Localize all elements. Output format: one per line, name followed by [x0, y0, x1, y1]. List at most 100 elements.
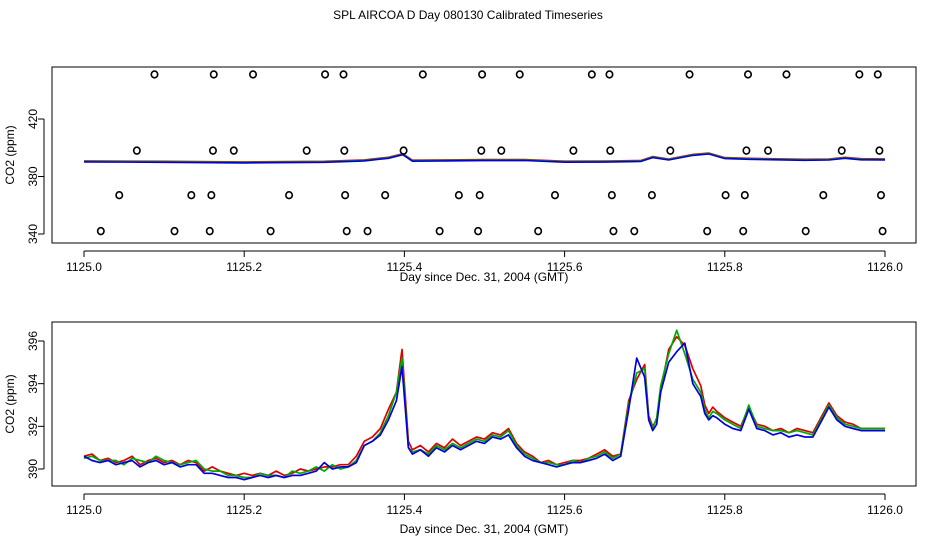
scatter-point	[837, 146, 846, 155]
y-tick-label: 392	[26, 416, 40, 436]
scatter-point	[266, 226, 275, 236]
x-tick-label: 1125.6	[547, 260, 583, 274]
scatter-point	[609, 226, 618, 236]
x-tick-label: 1125.6	[547, 503, 583, 517]
scatter-point	[739, 226, 748, 236]
scatter-point	[703, 226, 712, 236]
y-tick-label: 340	[26, 224, 40, 244]
scatter-point	[340, 146, 349, 155]
x-tick-label: 1125.8	[707, 260, 743, 274]
scatter-point	[873, 70, 882, 79]
scatter-point	[744, 70, 753, 79]
scatter-point	[342, 226, 351, 236]
scatter-point	[782, 70, 791, 79]
scatter-point	[764, 146, 773, 155]
x-tick-label: 1125.0	[66, 260, 102, 274]
scatter-point	[607, 190, 616, 200]
scatter-point	[339, 70, 348, 79]
scatter-point	[170, 226, 179, 236]
scatter-point	[150, 70, 159, 79]
scatter-point	[605, 70, 614, 79]
bottom-plot-frame	[51, 321, 917, 487]
top-y-axis: 340 380 420	[26, 109, 45, 244]
scatter-point	[321, 70, 330, 79]
scatter-point	[285, 190, 294, 200]
scatter-point	[819, 190, 828, 200]
scatter-point	[497, 146, 506, 155]
scatter-point	[341, 190, 350, 200]
x-tick-label: 1125.4	[386, 503, 422, 517]
series-line	[83, 335, 885, 477]
scatter-point	[550, 190, 559, 200]
scatter-point	[381, 190, 390, 200]
scatter-point	[418, 70, 427, 79]
bottom-x-axis-title: Day since Dec. 31, 2004 (GMT)	[400, 522, 569, 536]
scatter-point	[399, 146, 408, 155]
scatter-point	[875, 146, 884, 155]
bottom-y-axis-title: CO2 (ppm)	[3, 374, 17, 433]
scatter-point	[249, 70, 258, 79]
scatter-point	[208, 146, 217, 155]
scatter-point	[878, 226, 887, 236]
scatter-point	[534, 226, 543, 236]
chart-title: SPL AIRCOA D Day 080130 Calibrated Times…	[333, 8, 603, 22]
top-blue-series-line	[83, 153, 886, 164]
scatter-point	[606, 146, 615, 155]
scatter-point	[475, 190, 484, 200]
x-tick-label: 1126.0	[867, 503, 903, 517]
scatter-point	[685, 70, 694, 79]
y-tick-label: 394	[26, 373, 40, 393]
series-line	[83, 329, 885, 479]
scatter-point	[477, 146, 486, 155]
scatter-point	[205, 226, 214, 236]
scatter-point	[742, 146, 751, 155]
scatter-point	[647, 190, 656, 200]
top-x-axis: 1125.0 1125.2 1125.4 1125.6 1125.8 1126.0	[66, 250, 903, 274]
scatter-point	[454, 190, 463, 200]
scatter-point	[876, 190, 885, 200]
top-plot-frame	[51, 66, 917, 244]
y-tick-label: 390	[26, 459, 40, 479]
scatter-point	[721, 190, 730, 200]
scatter-point	[187, 190, 196, 200]
x-tick-label: 1125.0	[66, 503, 102, 517]
bottom-panel: 1125.0 1125.2 1125.4 1125.6 1125.8 1126.0 390…	[3, 321, 917, 536]
scatter-point	[474, 226, 483, 236]
bottom-series-lines	[83, 329, 885, 481]
scatter-point	[801, 226, 810, 236]
y-tick-label: 420	[26, 109, 40, 129]
bottom-y-axis: 390 392 394 396	[26, 331, 45, 479]
scatter-point	[587, 70, 596, 79]
x-tick-label: 1125.2	[226, 503, 262, 517]
scatter-point	[740, 190, 749, 200]
top-scatter-points	[96, 70, 887, 236]
scatter-point	[855, 70, 864, 79]
bottom-x-axis: 1125.0 1125.2 1125.4 1125.6 1125.8 1126.0	[66, 493, 903, 517]
scatter-point	[666, 146, 675, 155]
x-tick-label: 1126.0	[867, 260, 903, 274]
scatter-point	[569, 146, 578, 155]
series-line	[83, 153, 886, 164]
scatter-point	[435, 226, 444, 236]
top-x-axis-title: Day since Dec. 31, 2004 (GMT)	[400, 270, 569, 284]
scatter-point	[132, 146, 141, 155]
x-tick-label: 1125.8	[707, 503, 743, 517]
scatter-point	[363, 226, 372, 236]
top-y-axis-title: CO2 (ppm)	[3, 125, 17, 184]
scatter-point	[229, 146, 238, 155]
scatter-point	[96, 226, 105, 236]
y-tick-label: 380	[26, 166, 40, 186]
scatter-point	[302, 146, 311, 155]
series-line	[83, 342, 885, 481]
scatter-point	[209, 70, 218, 79]
x-tick-label: 1125.4	[386, 260, 422, 274]
top-panel: 1125.0 1125.2 1125.4 1125.6 1125.8 1126.0 340…	[3, 66, 917, 284]
scatter-point	[515, 70, 524, 79]
scatter-point	[630, 226, 639, 236]
y-tick-label: 396	[26, 331, 40, 351]
scatter-point	[207, 190, 216, 200]
scatter-point	[478, 70, 487, 79]
x-tick-label: 1125.2	[226, 260, 262, 274]
scatter-point	[115, 190, 124, 200]
